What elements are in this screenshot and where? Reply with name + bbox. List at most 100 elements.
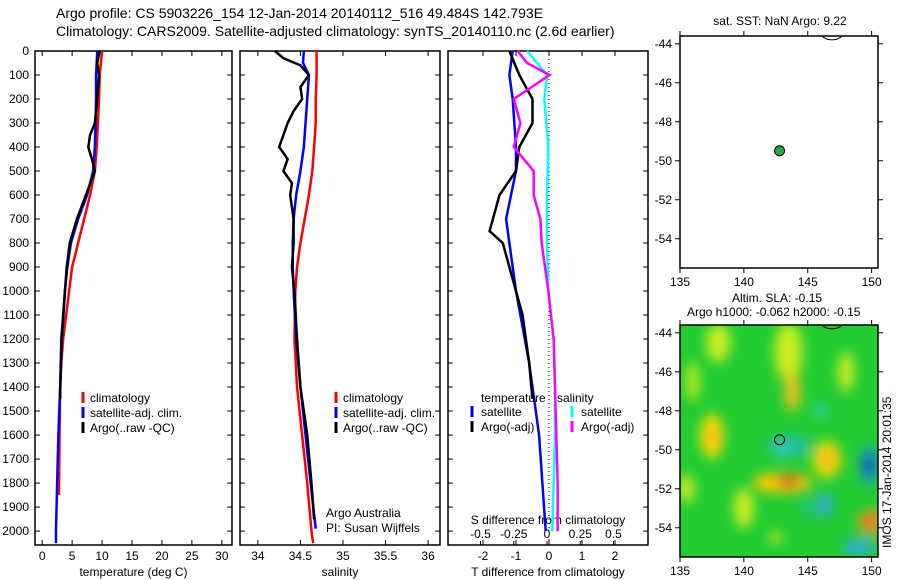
line-s-satellite (526, 50, 557, 532)
y-tick-label: 400 (9, 140, 29, 154)
map-y-tick-label: -48 (655, 404, 673, 418)
legend-temperature: temperature (481, 391, 546, 405)
sla-anomaly (842, 539, 875, 556)
sla-map-title2: Argo h1000: -0.062 h2000: -0.15 (687, 305, 861, 319)
legend-label: Argo(-adj) (581, 420, 634, 434)
x-tick-label: 10 (95, 549, 109, 563)
legend-label: satellite-adj. clim. (343, 406, 435, 420)
s-tick-label: 0.5 (605, 527, 622, 541)
x-axis-label: salinity (322, 565, 359, 579)
map-y-tick-label: -50 (655, 443, 673, 457)
x-tick-label: -1 (511, 549, 522, 563)
map-y-tick-label: -44 (655, 37, 673, 51)
sla-anomaly (783, 477, 794, 484)
contour-line (821, 35, 843, 41)
map-frame (679, 324, 879, 558)
sla-map-title1: Altim. SLA: -0.15 (732, 291, 822, 305)
sla-anomaly (769, 531, 782, 544)
map-x-tick-label: 150 (862, 275, 882, 289)
y-tick-label: 1600 (2, 428, 29, 442)
legend-label: Argo(..raw -QC) (343, 421, 428, 435)
x-tick-label: 30 (215, 549, 229, 563)
x-tick-label: 35.5 (374, 549, 398, 563)
sla-anomaly (863, 513, 876, 526)
y-tick-label: 900 (9, 260, 29, 274)
map-x-tick-label: 140 (734, 275, 754, 289)
y-tick-label: 800 (9, 236, 29, 250)
panel-frame-salinity (239, 50, 441, 546)
sla-anomaly (708, 428, 719, 445)
map-y-tick-label: -46 (655, 365, 673, 379)
s-tick-label: -0.25 (500, 527, 528, 541)
map-y-tick-label: -50 (655, 154, 673, 168)
legend-label: climatology (90, 391, 150, 405)
y-tick-label: 200 (9, 92, 29, 106)
line-s-argo--adj- (512, 50, 559, 532)
annotation-argo-australia: Argo Australia (326, 506, 401, 520)
map-x-tick-label: 150 (862, 564, 882, 578)
x-tick-label: 34 (251, 549, 265, 563)
y-tick-label: 1200 (2, 332, 29, 346)
x-tick-label: 35 (336, 549, 350, 563)
x-tick-label: 20 (155, 549, 169, 563)
sla-anomaly (774, 325, 803, 383)
sla-anomaly (816, 492, 833, 517)
line-climatology (293, 51, 318, 544)
argo-float-marker (774, 145, 786, 157)
sla-anomaly (864, 455, 875, 476)
sla-anomaly (820, 451, 833, 468)
annotation-pi: PI: Susan Wijffels (326, 521, 420, 535)
legend-label: Argo(-adj) (481, 420, 534, 434)
map-x-tick-label: 135 (670, 564, 690, 578)
y-tick-label: 1300 (2, 356, 29, 370)
title-line1: Argo profile: CS 5903226_154 12-Jan-2014… (56, 5, 544, 21)
sla-field (680, 325, 878, 557)
y-tick-label: 100 (9, 68, 29, 82)
x-tick-label: 36 (421, 549, 435, 563)
s-axis-label: S difference from climatology (471, 513, 626, 527)
map-x-tick-label: 135 (670, 275, 690, 289)
sla-anomaly (801, 502, 814, 515)
y-tick-label: 1400 (2, 380, 29, 394)
map-y-tick-label: -54 (655, 521, 673, 535)
x-tick-label: -2 (478, 549, 489, 563)
sla-anomaly (815, 403, 826, 418)
x-tick-label: 34.5 (289, 549, 313, 563)
y-tick-label: 1700 (2, 452, 29, 466)
y-tick-label: 1500 (2, 404, 29, 418)
y-tick-label: 600 (9, 188, 29, 202)
x-tick-label: 5 (69, 549, 76, 563)
y-tick-label: 1800 (2, 476, 29, 490)
s-tick-label: 0.25 (569, 527, 593, 541)
map-x-tick-label: 145 (798, 275, 818, 289)
sla-anomaly (706, 325, 731, 363)
sst-map-title: sat. SST: NaN Argo: 9.22 (713, 14, 847, 28)
map-x-tick-label: 145 (798, 564, 818, 578)
legend-label: satellite (581, 405, 622, 419)
y-tick-label: 1100 (3, 308, 29, 322)
y-tick-label: 0 (22, 44, 29, 58)
map-y-tick-label: -52 (655, 193, 673, 207)
x-tick-label: 2 (612, 549, 619, 563)
line-argo---raw--qc- (274, 50, 316, 520)
legend-salinity: salinity (557, 391, 594, 405)
y-tick-label: 300 (9, 116, 29, 130)
legend-label: Argo(..raw -QC) (90, 421, 175, 435)
y-tick-label: 1000 (2, 284, 29, 298)
s-tick-label: 0 (544, 527, 551, 541)
x-tick-label: 15 (125, 549, 139, 563)
s-tick-label: -0.5 (470, 527, 491, 541)
legend-label: satellite-adj. clim. (90, 406, 182, 420)
map-y-tick-label: -52 (655, 482, 673, 496)
sla-anomaly (680, 474, 695, 503)
y-tick-label: 700 (9, 212, 29, 226)
line-t-argo--adj- (488, 50, 534, 400)
y-tick-label: 2000 (2, 524, 29, 538)
legend-label: climatology (343, 391, 403, 405)
map-y-tick-label: -44 (655, 326, 673, 340)
imos-stamp: IMOS 17-Jan-2014 20:01:35 (880, 396, 894, 548)
map-frame (679, 35, 879, 269)
sla-blobs (680, 325, 878, 556)
